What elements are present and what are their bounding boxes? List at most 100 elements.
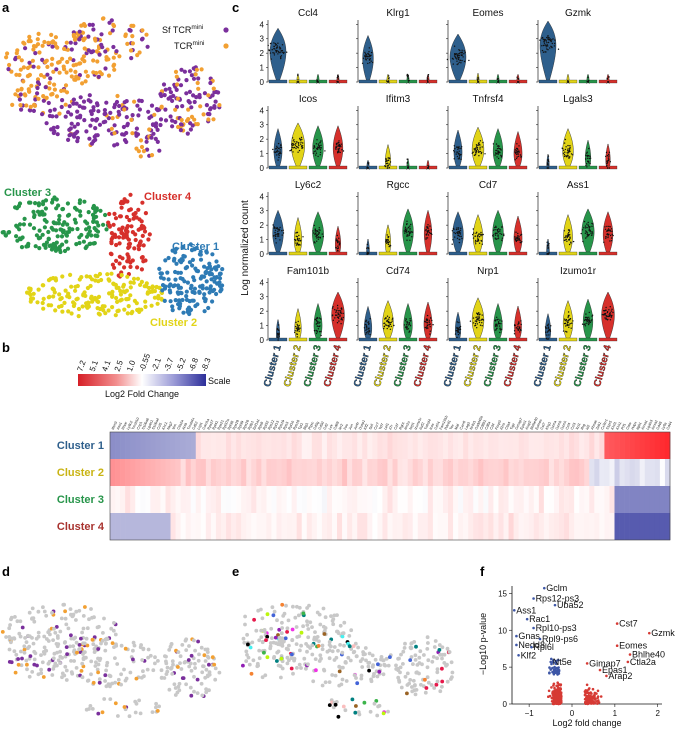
- scatter-point: [33, 201, 38, 206]
- legend-label-sf: Sf TCRmini: [162, 24, 203, 35]
- scatter-point: [156, 659, 160, 663]
- heatmap-cell: [427, 486, 434, 513]
- scatter-point: [423, 677, 427, 682]
- violin-point: [365, 59, 367, 61]
- heatmap-cell: [448, 459, 454, 486]
- violin-point: [272, 235, 275, 237]
- scatter-point: [204, 103, 209, 108]
- cluster-label-3: Cluster 3: [4, 187, 51, 199]
- violin-point: [460, 147, 462, 150]
- violin-point: [549, 38, 552, 40]
- violin-point: [586, 226, 588, 229]
- heatmap-gene-label: Rplp1: [247, 420, 255, 430]
- scatter-point: [118, 292, 123, 297]
- scatter-point: [173, 269, 178, 275]
- violin-point: [428, 321, 430, 323]
- violin-point: [295, 142, 297, 145]
- scatter-point: [7, 230, 12, 235]
- scatter-point: [206, 93, 211, 98]
- scatter-point: [82, 36, 87, 41]
- scatter-point: [124, 99, 129, 104]
- scatter-point: [350, 697, 355, 702]
- violin-point: [364, 53, 367, 55]
- scatter-point: [119, 205, 124, 210]
- heatmap-cell: [437, 486, 444, 513]
- violin-point: [296, 146, 299, 148]
- scatter-point: [76, 314, 81, 319]
- violin-base: [288, 165, 308, 170]
- violin-point: [566, 320, 568, 322]
- scatter-point: [280, 644, 285, 648]
- scatter-point: [179, 667, 184, 671]
- violin-point: [335, 314, 337, 316]
- scatter-point: [163, 654, 167, 658]
- violin-point: [501, 237, 504, 239]
- scatter-point: [40, 232, 45, 237]
- scatter-point: [339, 682, 344, 687]
- violin-point: [273, 48, 275, 50]
- scatter-point: [180, 297, 185, 303]
- violin-point: [569, 318, 572, 320]
- heatmap-cell: [160, 459, 166, 486]
- violin-point: [480, 233, 482, 236]
- violin-point: [541, 49, 544, 52]
- violin-point: [337, 249, 339, 252]
- violin-point: [586, 157, 589, 159]
- heatmap-cell: [362, 513, 368, 540]
- heatmap-cell: [508, 486, 514, 513]
- scatter-point: [184, 265, 190, 270]
- scatter-point: [39, 671, 44, 675]
- scatter-point: [189, 653, 194, 658]
- scatter-point: [327, 656, 332, 661]
- scatter-point: [295, 635, 300, 639]
- scatter-point: [354, 704, 358, 708]
- violin-point: [290, 148, 293, 151]
- heatmap-cell: [589, 513, 595, 540]
- scatter-point: [89, 294, 94, 299]
- violin-point: [426, 226, 428, 228]
- heatmap-cell: [548, 513, 555, 540]
- violin-point: [541, 36, 544, 39]
- violin-point: [586, 81, 588, 83]
- violin-base: [358, 337, 378, 342]
- violin-point: [566, 323, 568, 325]
- heatmap-cell: [599, 432, 605, 459]
- scatter-point: [50, 44, 55, 49]
- violin-point: [456, 321, 458, 323]
- heatmap-cell: [256, 486, 262, 513]
- violin-point: [459, 229, 462, 231]
- heatmap-cell: [609, 513, 615, 540]
- violin-point: [367, 333, 369, 335]
- scatter-point: [204, 250, 209, 255]
- scatter-point: [187, 100, 192, 105]
- volcano-labeled-point: [542, 586, 546, 590]
- violin-point: [367, 162, 369, 164]
- scatter-point: [102, 304, 107, 309]
- heatmap-gene-label: Ly6c2: [126, 420, 134, 430]
- scatter-point: [199, 67, 204, 72]
- scatter-point: [112, 645, 116, 649]
- violin-point: [337, 241, 339, 244]
- violin-y-tick-label: 4: [260, 192, 265, 201]
- violin-point: [342, 312, 344, 315]
- scatter-point: [135, 276, 141, 281]
- violin-point: [407, 77, 410, 79]
- scatter-point: [330, 673, 335, 677]
- scatter-point: [18, 634, 23, 639]
- scatter-point: [9, 640, 13, 645]
- violin-point: [474, 239, 477, 242]
- scatter-point: [268, 641, 273, 645]
- violin-point: [481, 151, 483, 154]
- violin-point: [478, 315, 480, 317]
- scatter-point: [55, 634, 60, 638]
- violin-point: [292, 142, 294, 145]
- scatter-point: [352, 649, 357, 654]
- heatmap-gene-label: Cd74: [434, 421, 441, 430]
- violin-point: [572, 154, 574, 156]
- violin-point: [273, 54, 276, 56]
- volcano-point: [584, 700, 588, 703]
- heatmap-cell: [316, 486, 323, 513]
- scatter-point: [46, 661, 51, 666]
- scatter-point: [242, 640, 247, 645]
- heatmap-cell: [614, 432, 620, 459]
